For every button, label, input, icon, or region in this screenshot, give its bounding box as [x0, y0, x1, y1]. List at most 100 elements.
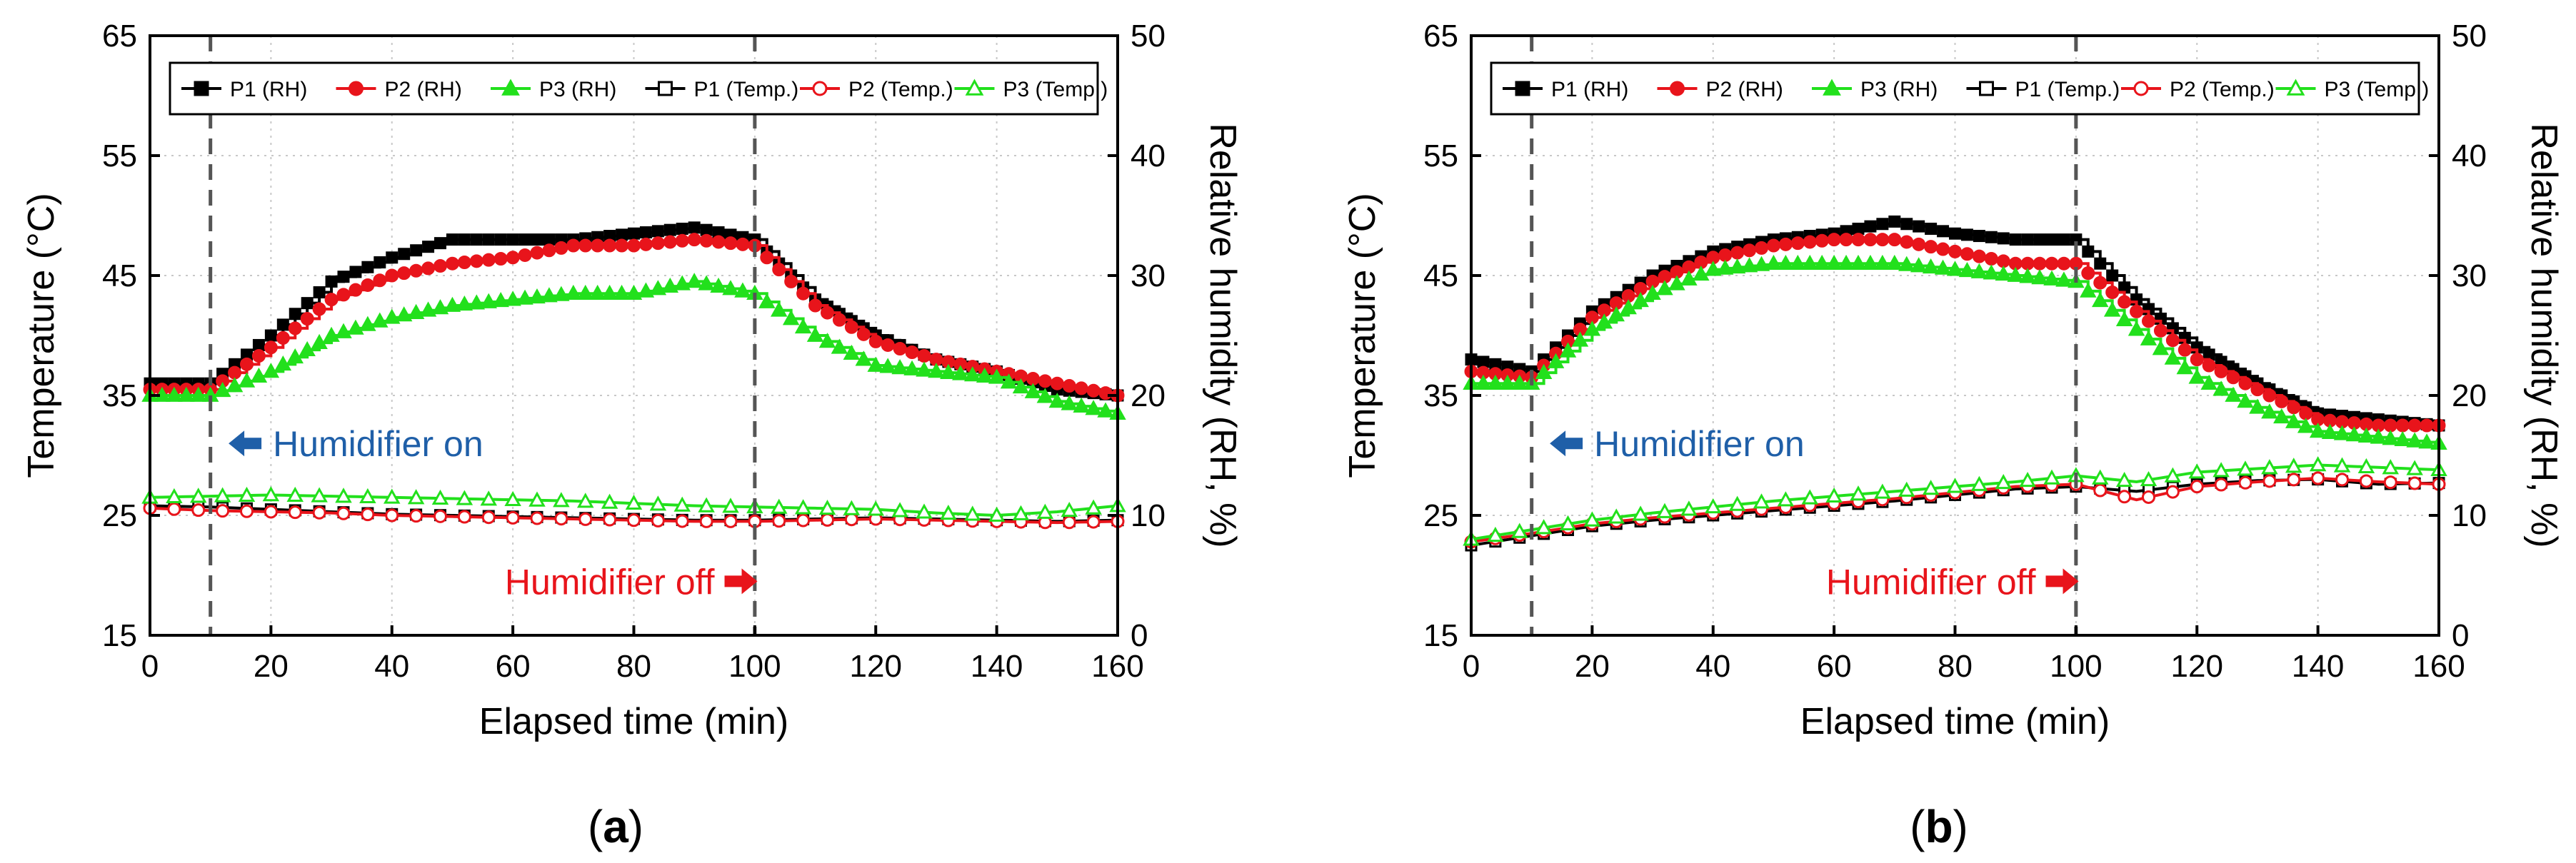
legend-swatch-marker — [501, 79, 520, 96]
data-point — [1995, 266, 2012, 281]
arrow-left-icon — [229, 430, 262, 457]
data-point — [431, 299, 449, 315]
data-point — [2058, 233, 2070, 246]
data-point — [2226, 370, 2240, 385]
data-point — [2262, 474, 2277, 488]
legend-swatch-marker — [812, 81, 828, 96]
legend-label: P2 (Temp.) — [2170, 78, 2275, 101]
data-point — [2212, 380, 2230, 396]
data-point — [2407, 418, 2422, 433]
data-point — [276, 318, 289, 331]
caption-a-letter: a — [603, 801, 628, 852]
data-point — [2237, 460, 2254, 476]
data-point — [2333, 457, 2351, 473]
data-point — [843, 344, 861, 360]
data-point — [625, 284, 643, 301]
data-point — [1730, 246, 1745, 260]
data-point — [1825, 254, 1843, 271]
data-point — [1960, 228, 1973, 241]
data-point — [2033, 256, 2047, 271]
data-point — [916, 503, 933, 519]
data-point — [2212, 462, 2230, 478]
data-point — [1813, 254, 1830, 271]
data-point — [2020, 256, 2035, 271]
legend: P1 (RH) P2 (RH) P3 (RH) P1 (Temp.) P2 (Temp.… — [1490, 61, 2430, 116]
data-point — [891, 502, 908, 518]
data-point — [1898, 256, 1915, 271]
data-point — [723, 236, 738, 251]
data-point — [2262, 388, 2277, 403]
caption-a-close: ) — [628, 801, 643, 852]
data-point — [336, 288, 351, 302]
legend: P1 (RH) P2 (RH) P3 (RH) P1 (Temp.) P2 (Temp.… — [169, 61, 1108, 116]
data-point — [722, 498, 739, 513]
data-point — [1595, 313, 1613, 329]
caption-a-open: ( — [588, 801, 603, 852]
y-right-tick-label: 20 — [2452, 378, 2487, 413]
data-point — [577, 493, 594, 508]
data-point — [2309, 456, 2327, 472]
data-point — [2165, 333, 2180, 348]
data-point — [456, 296, 473, 311]
data-point — [470, 233, 483, 246]
y-left-tick-label: 15 — [102, 618, 137, 653]
panel-a: 0 20 40 60 80 100 120 140 160 15 25 35 45 55 65 0 10 20 30… — [21, 19, 1243, 742]
data-point — [2370, 428, 2387, 444]
data-point — [421, 261, 436, 276]
data-point — [2406, 460, 2423, 475]
data-point — [1925, 222, 1938, 235]
data-point — [2309, 423, 2327, 438]
data-point — [1048, 393, 1066, 408]
data-point — [1086, 515, 1101, 529]
data-point — [782, 310, 800, 325]
data-point — [276, 330, 290, 345]
data-point — [616, 228, 628, 241]
data-point — [407, 489, 425, 505]
legend-label: P3 (Temp.) — [2325, 78, 2430, 101]
data-point — [2261, 459, 2278, 475]
legend-box — [1490, 61, 2420, 116]
y-right-tick-label: 50 — [2452, 19, 2487, 54]
data-point — [431, 489, 449, 505]
data-point — [446, 233, 458, 246]
data-point — [566, 238, 581, 253]
data-point — [2092, 469, 2109, 485]
data-point — [916, 361, 933, 377]
data-point — [1777, 254, 1795, 271]
data-point — [2142, 490, 2155, 504]
data-point — [688, 221, 701, 234]
x-tick-label: 120 — [850, 649, 902, 684]
data-point — [2420, 418, 2434, 433]
data-point — [347, 319, 364, 335]
data-point — [2190, 353, 2204, 367]
data-point — [1898, 481, 1915, 497]
data-point — [2357, 427, 2375, 443]
data-point — [252, 338, 265, 351]
data-point — [1036, 388, 1054, 403]
data-point — [407, 303, 425, 319]
data-point — [1559, 342, 1577, 358]
y-right-tick-label: 0 — [2452, 618, 2469, 653]
annotation-humidifier-off: Humidifier off — [1826, 562, 2036, 602]
data-point — [335, 323, 352, 338]
arrow-right-icon — [2045, 568, 2079, 595]
data-point — [1743, 243, 1757, 258]
data-point — [2153, 323, 2167, 338]
data-point — [627, 513, 641, 528]
data-point — [262, 363, 280, 378]
data-point — [675, 233, 689, 248]
data-point — [371, 312, 389, 328]
data-point — [2275, 394, 2289, 408]
data-point — [578, 238, 593, 253]
data-point — [2019, 268, 2036, 283]
data-point — [651, 225, 664, 238]
data-point — [299, 340, 316, 357]
y-left-tick-label: 25 — [102, 498, 137, 533]
data-point — [2287, 473, 2301, 487]
data-point — [1910, 257, 1928, 273]
y-right-tick-label: 20 — [1131, 378, 1166, 413]
data-point — [771, 498, 788, 514]
data-point — [1777, 491, 1795, 507]
data-point — [2021, 233, 2034, 246]
data-point — [796, 513, 811, 528]
